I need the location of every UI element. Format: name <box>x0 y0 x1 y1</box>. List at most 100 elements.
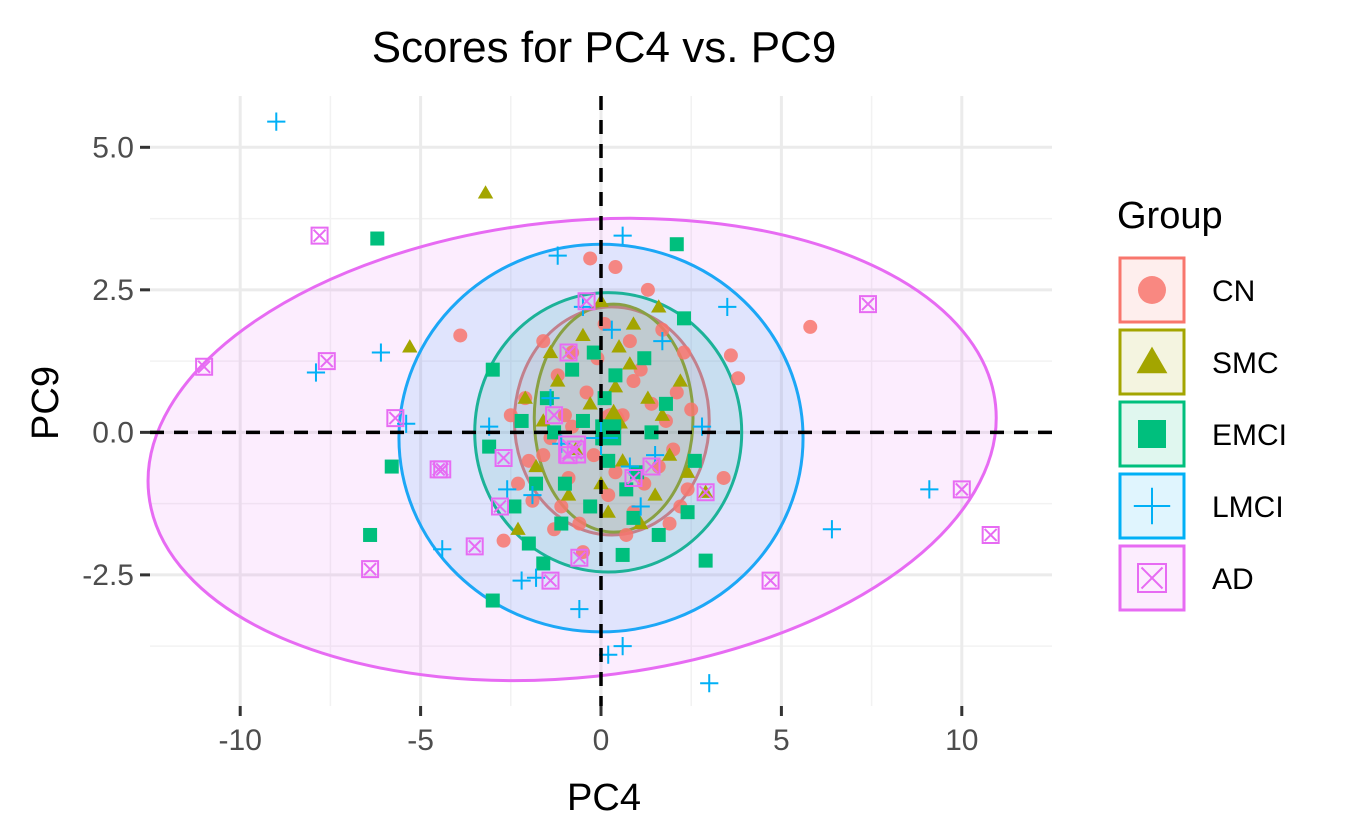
point-smc <box>647 487 663 501</box>
point-emci <box>529 476 544 491</box>
point-emci <box>565 362 580 377</box>
point-ad <box>386 409 405 428</box>
point-lmci <box>613 226 632 245</box>
point-emci <box>363 527 378 542</box>
point-lmci <box>512 571 531 590</box>
legend-item-cn: CN <box>1118 256 1255 324</box>
point-lmci <box>371 343 391 362</box>
x-tick-label: 10 <box>945 724 978 757</box>
point-cn <box>511 476 526 491</box>
x-tick-label: -10 <box>219 724 262 757</box>
point-lmci <box>822 520 842 539</box>
ellipse-outline-smc <box>532 302 695 534</box>
point-lmci <box>548 246 567 265</box>
legend-item-ad: AD <box>1118 544 1254 612</box>
legend-label-emci: EMCI <box>1212 419 1287 452</box>
point-cn <box>503 408 518 423</box>
point-lmci <box>267 112 286 131</box>
point-smc <box>550 373 566 387</box>
x-tick-label: 5 <box>773 724 790 757</box>
point-cn <box>583 251 598 266</box>
point-emci <box>676 311 691 326</box>
point-ad <box>761 571 780 590</box>
point-ad <box>429 460 448 479</box>
point-ad <box>545 406 564 425</box>
point-lmci <box>613 637 632 656</box>
point-emci <box>687 453 702 468</box>
point-lmci <box>433 540 452 559</box>
point-cn <box>496 533 511 548</box>
point-emci <box>680 505 695 520</box>
point-smc <box>517 390 533 404</box>
point-smc <box>622 356 638 370</box>
point-emci <box>615 547 630 562</box>
point-emci <box>658 396 673 411</box>
x-tick-label: 0 <box>593 724 610 757</box>
point-lmci <box>718 297 737 317</box>
point-emci <box>586 345 601 360</box>
point-lmci <box>498 480 517 499</box>
point-smc <box>582 396 598 410</box>
point-emci <box>601 453 616 468</box>
point-emci <box>651 527 666 542</box>
series-emci <box>363 231 713 608</box>
point-emci <box>482 439 497 454</box>
legend-symbol-lmci <box>1133 487 1171 525</box>
point-lmci <box>602 320 621 339</box>
y-tick-label: 5.0 <box>92 131 134 164</box>
point-smc <box>640 390 656 404</box>
point-emci <box>608 368 623 383</box>
point-ad <box>310 226 329 245</box>
legend-key-lmci <box>1118 472 1186 540</box>
point-emci <box>536 556 551 571</box>
series-lmci <box>267 112 939 693</box>
point-cn <box>608 465 623 480</box>
point-emci <box>626 510 641 525</box>
point-cn <box>572 516 587 531</box>
point-lmci <box>620 457 639 476</box>
point-cn <box>626 374 641 389</box>
point-ad <box>642 457 661 476</box>
ellipse-outline-ad <box>146 216 998 683</box>
legend-symbol-cn <box>1138 276 1166 304</box>
point-cn <box>622 334 637 349</box>
y-tick-label: -2.5 <box>82 559 134 592</box>
point-ad <box>981 525 1000 544</box>
point-cn <box>565 419 580 434</box>
y-axis-title: PC9 <box>25 366 67 440</box>
point-smc <box>625 316 642 330</box>
point-emci <box>583 499 598 514</box>
point-cn <box>536 334 551 349</box>
point-cn <box>554 499 569 514</box>
point-cn <box>723 348 738 363</box>
point-cn <box>453 328 468 343</box>
point-lmci <box>541 389 560 408</box>
point-emci <box>521 536 536 551</box>
point-smc <box>632 515 649 530</box>
y-tick-label: 2.5 <box>92 274 134 307</box>
point-lmci <box>653 332 672 351</box>
x-axis-title: PC4 <box>567 777 641 819</box>
axes: -10 -5 0 5 10 -2.5 0.0 2.5 5.0 <box>82 131 978 757</box>
point-cn <box>579 385 594 400</box>
point-cn <box>633 362 648 377</box>
point-ad <box>361 560 380 579</box>
point-emci <box>370 231 385 246</box>
point-smc <box>679 464 696 478</box>
legend-label-ad: AD <box>1212 563 1254 596</box>
point-smc <box>614 453 631 467</box>
point-smc <box>575 327 591 342</box>
point-cn <box>601 488 616 503</box>
point-cn <box>608 260 623 275</box>
point-emci <box>485 362 500 377</box>
point-emci <box>384 459 399 474</box>
point-smc <box>661 447 678 461</box>
legend-symbol-ad <box>1137 563 1167 593</box>
point-smc <box>477 185 494 199</box>
legend-item-emci: EMCI <box>1118 400 1287 468</box>
point-smc <box>672 373 689 387</box>
legend: Group CN SMC EMCI LMCI AD <box>1117 195 1287 612</box>
point-ad <box>624 468 643 487</box>
point-ad <box>952 480 971 499</box>
point-smc <box>607 379 624 393</box>
